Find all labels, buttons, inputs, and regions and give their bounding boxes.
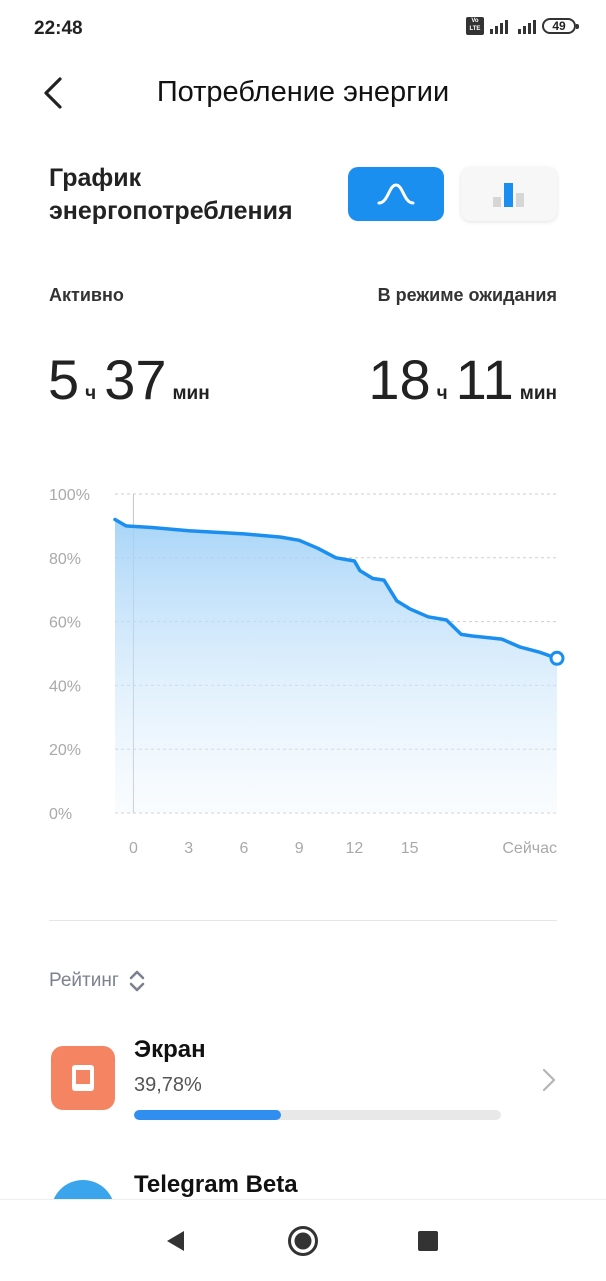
- x-tick-label: 6: [239, 840, 248, 857]
- y-tick-label: 60%: [49, 615, 81, 632]
- active-minutes-unit: мин: [172, 383, 210, 404]
- x-tick-label: 12: [346, 840, 364, 857]
- volte-icon: Vo LTE: [466, 17, 484, 35]
- status-time: 22:48: [34, 18, 83, 39]
- chevron-right-icon[interactable]: [540, 1066, 558, 1094]
- divider: [49, 920, 557, 921]
- item-name[interactable]: Telegram Beta: [134, 1171, 298, 1198]
- y-tick-label: 0%: [49, 806, 72, 823]
- x-tick-label: 15: [401, 840, 419, 857]
- item-name[interactable]: Экран: [134, 1036, 206, 1063]
- back-triangle-icon[interactable]: [158, 1224, 192, 1258]
- active-hours: 5: [48, 348, 80, 411]
- chevron-left-icon[interactable]: [40, 76, 70, 110]
- x-tick-label: 0: [129, 840, 138, 857]
- chart-heading-line1: График: [49, 164, 142, 192]
- standby-hours-unit: ч: [436, 383, 448, 404]
- active-time: 5 ч 37 мин: [48, 348, 210, 412]
- curve-icon: [377, 183, 415, 205]
- battery-level-chart: 100% 80% 60% 40% 20% 0% 0 3 6 9 12 15 Сейчас: [49, 487, 565, 857]
- y-tick-label: 100%: [49, 487, 90, 504]
- recents-square-icon[interactable]: [411, 1224, 445, 1258]
- y-tick-label: 80%: [49, 551, 81, 568]
- standby-minutes: 11: [455, 348, 514, 411]
- active-label: Активно: [49, 285, 124, 305]
- chart-heading: График энергопотребления: [49, 162, 349, 228]
- page-title: Потребление энергии: [156, 76, 450, 108]
- sort-updown-icon: [129, 970, 145, 992]
- x-tick-label: 9: [295, 840, 304, 857]
- standby-minutes-unit: мин: [519, 383, 557, 404]
- navigation-bar: [0, 1199, 606, 1281]
- y-tick-label: 40%: [49, 678, 81, 695]
- active-hours-unit: ч: [85, 383, 97, 404]
- signal-icon: [518, 18, 536, 34]
- rating-sort-button[interactable]: Рейтинг: [49, 968, 147, 994]
- bar-chart-toggle[interactable]: [461, 167, 557, 221]
- x-tick-label: 3: [184, 840, 193, 857]
- status-icons: Vo LTE 49: [466, 17, 579, 35]
- chart-heading-line2: энергопотребления: [49, 197, 293, 225]
- x-tick-label: Сейчас: [502, 840, 557, 857]
- current-point-marker: [549, 650, 565, 666]
- y-tick-label: 20%: [49, 742, 81, 759]
- screen-app-icon: [51, 1046, 115, 1110]
- standby-time: 18 ч 11 мин: [368, 348, 557, 412]
- usage-progress-bar: [134, 1110, 501, 1120]
- signal-icon: [490, 18, 508, 34]
- bar-chart-icon: [493, 183, 524, 207]
- screen-icon: [72, 1065, 94, 1091]
- curve-chart-toggle[interactable]: [348, 167, 444, 221]
- battery-area: [115, 519, 557, 813]
- home-circle-icon[interactable]: [286, 1224, 320, 1258]
- battery-icon: 49: [542, 18, 579, 34]
- battery-line: [113, 517, 559, 661]
- rating-label: Рейтинг: [49, 970, 119, 991]
- usage-progress-fill: [134, 1110, 281, 1120]
- standby-hours: 18: [368, 348, 431, 411]
- item-percent: 39,78%: [134, 1074, 202, 1096]
- active-minutes: 37: [104, 348, 167, 411]
- battery-level: 49: [552, 19, 566, 33]
- standby-label: В режиме ожидания: [377, 285, 557, 305]
